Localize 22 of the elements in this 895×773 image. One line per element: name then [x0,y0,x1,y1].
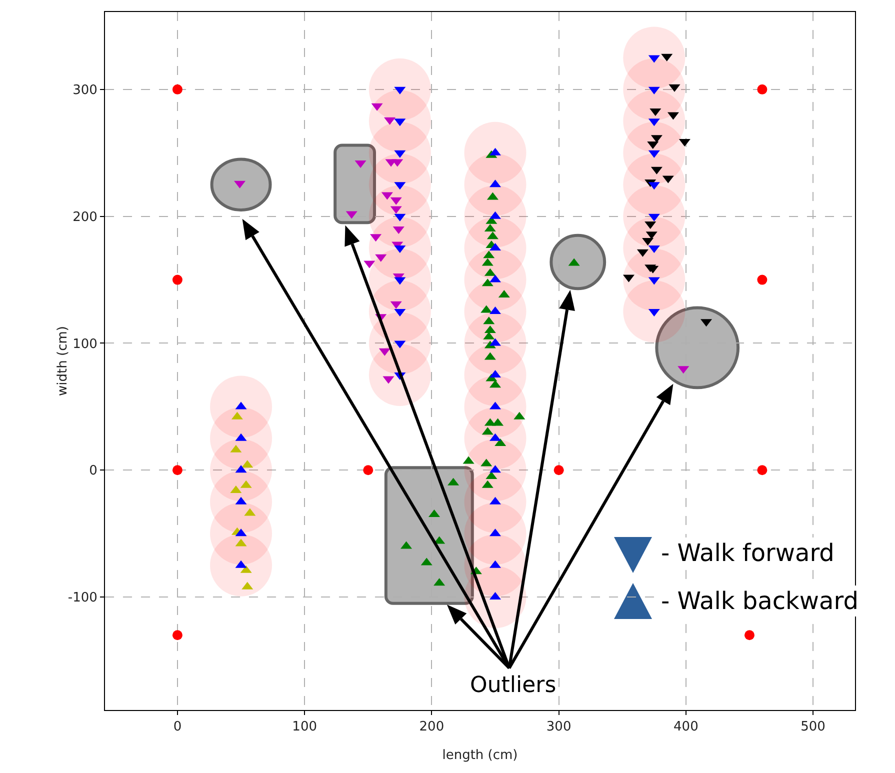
y-axis-title: width (cm) [56,326,71,396]
point [757,465,768,476]
point [172,465,182,476]
y-tick-label: 200 [72,210,98,225]
annotation: - Walk forward [661,539,834,567]
point [554,465,564,476]
annotation: Outliers [470,673,556,698]
y-tick-label: 100 [72,336,98,352]
x-tick-label: 500 [800,720,826,735]
point [757,274,768,285]
point [363,465,374,476]
x-tick-label: 400 [674,720,698,735]
y-tick-label: 300 [72,82,98,98]
annotation: - Walk backward [661,587,858,615]
x-axis-title: length (cm) [442,748,518,763]
y-tick-label: -100 [68,590,98,606]
x-tick-label: 0 [173,720,182,735]
y-tick-label: 0 [89,464,98,479]
x-tick-label: 200 [419,720,444,735]
x-tick-label: 100 [292,720,317,735]
point [172,274,182,285]
x-tick-label: 300 [546,720,572,735]
